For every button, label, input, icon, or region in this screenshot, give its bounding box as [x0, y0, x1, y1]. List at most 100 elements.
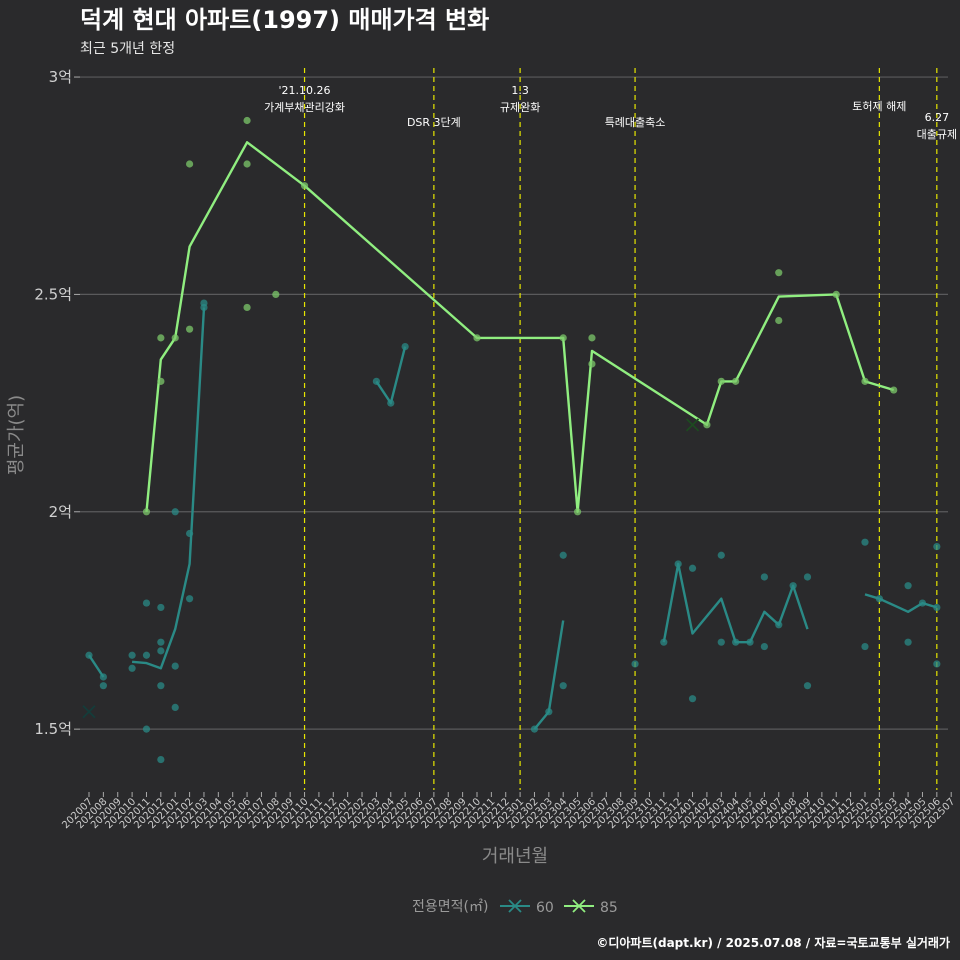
series-60-point [933, 542, 941, 551]
series-60-point [157, 647, 165, 655]
y-tick-label: 2억 [49, 503, 72, 521]
series-85-point [717, 377, 725, 385]
series-85-point [157, 377, 165, 385]
series-60-point [732, 638, 740, 646]
series-60-point [904, 638, 912, 646]
source-caption: ©디아파트(dapt.kr) / 2025.07.08 / 자료=국토교통부 실… [596, 935, 950, 950]
series-60-point [861, 538, 869, 546]
series-60-point [128, 651, 136, 659]
series-60-point [185, 529, 194, 538]
series-60-point [401, 342, 409, 351]
series-85-point [171, 334, 179, 342]
series-layer [82, 116, 941, 764]
event-label: 6.27 [925, 111, 950, 124]
series-60-point [631, 660, 639, 668]
legend-key-cross-85 [572, 899, 586, 913]
series-85-point [243, 116, 251, 125]
series-85-point [243, 160, 251, 168]
grid-layer: 1.5억 2억 2.5억 3억 [34, 68, 948, 738]
series-60-point [559, 682, 567, 690]
series-60-point [875, 595, 883, 603]
series-60-point [717, 638, 725, 646]
series-85-cross-marker [685, 418, 700, 432]
series-85-point [157, 334, 165, 342]
series-60-point [157, 638, 165, 646]
series-85-point [775, 316, 783, 325]
y-tick-label: 2.5억 [34, 285, 72, 303]
series-85-point [890, 386, 898, 394]
series-60-cross-marker [82, 705, 96, 719]
series-60-point [128, 664, 136, 672]
series-60-point [387, 399, 395, 407]
series-60-point [372, 377, 380, 385]
series-60-point [157, 682, 165, 690]
series-60-point [545, 708, 553, 716]
event-label: 1.3 [511, 84, 529, 97]
series-60-point [674, 560, 682, 568]
chart-subtitle: 최근 5개년 한정 [80, 41, 175, 57]
series-60-point [171, 662, 179, 670]
series-85-point [703, 421, 711, 429]
series-60-point [142, 725, 151, 733]
series-60-point [530, 725, 539, 733]
series-60-point [688, 564, 697, 572]
series-85-point [588, 360, 596, 368]
series-60-point [918, 599, 927, 607]
series-60-line [131, 307, 206, 670]
series-60-point [789, 582, 797, 590]
series-60-point [933, 603, 941, 612]
series-60-point [861, 642, 869, 651]
event-label: 규제완화 [500, 101, 540, 114]
series-60-point [85, 651, 93, 659]
event-label: DSR 3단계 [407, 116, 461, 129]
event-label: 대출규제 [917, 128, 957, 141]
series-60-point [803, 682, 812, 690]
chart-title: 덕계 현대 아파트(1997) 매매가격 변화 [80, 6, 489, 34]
series-60-point [99, 682, 107, 690]
series-60-point [99, 673, 107, 681]
series-60-point [157, 603, 165, 612]
series-60-point [142, 651, 151, 659]
series-60-point [171, 703, 179, 712]
series-85-point [861, 377, 869, 385]
series-60-point [142, 599, 151, 607]
series-85-point [775, 269, 783, 277]
series-85-point [142, 508, 151, 516]
series-60-point [185, 595, 194, 603]
series-60-point [746, 638, 754, 646]
series-60-point [760, 642, 768, 651]
event-label: 토허제 해제 [852, 99, 906, 113]
series-60-line [864, 593, 938, 613]
series-60-point [775, 621, 783, 629]
series-85-point [185, 325, 194, 333]
y-axis-title: 평균가(억) [6, 395, 27, 475]
series-60-line [662, 562, 809, 644]
series-60-point [803, 573, 812, 581]
legend: 전용면적(㎡) 60 85 [412, 899, 618, 916]
series-85-point [732, 377, 740, 385]
series-85-point [832, 290, 840, 299]
legend-label-85: 85 [600, 900, 618, 916]
y-tick-label: 1.5억 [34, 720, 72, 738]
series-60-point [200, 303, 208, 312]
legend-key-cross-60 [508, 899, 522, 913]
series-85-point [272, 290, 280, 299]
event-label: 가계부채관리강화 [264, 101, 345, 114]
series-85-point [573, 508, 582, 516]
series-60-point [660, 638, 668, 646]
series-60-point [933, 660, 941, 668]
event-label: 특례대출축소 [605, 116, 666, 129]
series-60-point [760, 573, 768, 581]
legend-label-60: 60 [536, 900, 554, 916]
series-85-point [300, 182, 309, 190]
x-axis-title: 거래년월 [482, 846, 548, 867]
series-85-point [185, 160, 194, 168]
event-label: '21.10.26 [279, 84, 331, 97]
series-60-line [87, 654, 105, 678]
y-tick-label: 3억 [49, 68, 72, 86]
series-60-point [157, 755, 165, 764]
series-60-point [904, 582, 912, 590]
